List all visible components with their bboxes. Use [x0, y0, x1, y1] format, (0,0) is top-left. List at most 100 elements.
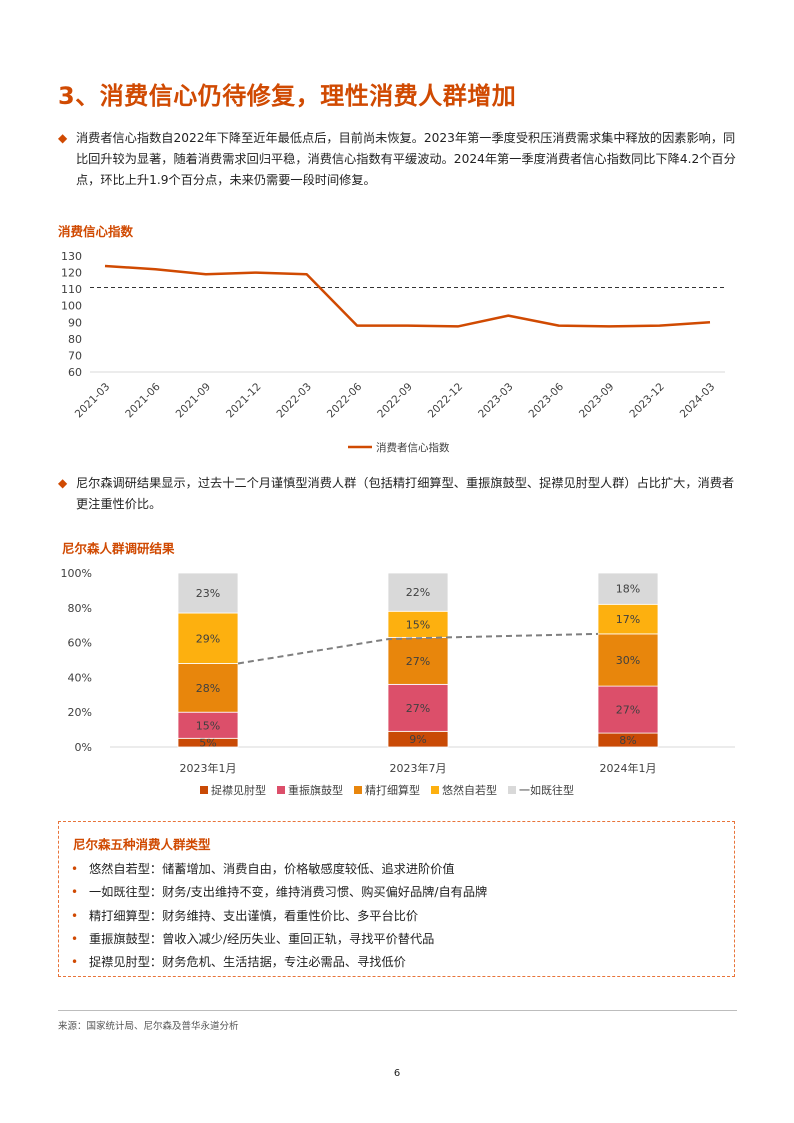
bar-segment: [387, 683, 449, 732]
bar-segment: [597, 685, 659, 734]
paragraph-nielsen: ◆ 尼尔森调研结果显示，过去十二个月谨慎型消费人群（包括精打细算型、重振旗鼓型、…: [58, 473, 740, 515]
x-tick-label: 2023年1月: [180, 761, 237, 775]
list-item-text: 精打细算型：财务维持、支出谨慎，看重性价比、多平台比价: [89, 908, 419, 923]
paragraph-confidence: ◆ 消费者信心指数自2022年下降至近年最低点后，目前尚未恢复。2023年第一季…: [58, 128, 740, 191]
data-label: 27%: [406, 655, 430, 668]
data-label: 8%: [619, 734, 636, 747]
page-title: 3、消费信心仍待修复，理性消费人群增加: [58, 82, 517, 110]
bullet-dot-icon: •: [71, 862, 79, 876]
list-item: • 捉襟见肘型：财务危机、生活拮据，专注必需品、寻找低价: [71, 951, 487, 974]
legend-swatch: [354, 786, 362, 794]
y-tick-label: 80%: [68, 602, 92, 615]
data-label: 29%: [196, 632, 220, 645]
y-tick-label: 0%: [75, 741, 92, 754]
trend-dashed-line: [237, 632, 599, 665]
paragraph-confidence-text: 消费者信心指数自2022年下降至近年最低点后，目前尚未恢复。2023年第一季度受…: [76, 131, 736, 187]
bar-segment: [387, 610, 449, 638]
data-label: 28%: [196, 682, 220, 695]
bar-segment: [177, 572, 239, 614]
bar-segment: [177, 711, 239, 739]
x-tick-label: 2021-09: [174, 381, 214, 421]
consumer-types-list: • 悠然自若型：储蓄增加、消费自由，价格敏感度较低、追求进阶价值 • 一如既往型：财…: [71, 858, 487, 974]
list-item-text: 捉襟见肘型：财务危机、生活拮据，专注必需品、寻找低价: [89, 955, 406, 970]
data-label: 30%: [616, 654, 640, 667]
bullet-dot-icon: •: [71, 955, 79, 970]
x-tick-label: 2021-06: [123, 381, 163, 421]
y-tick-label: 130: [61, 250, 82, 263]
bar-segment: [177, 663, 239, 713]
y-tick-label: 60: [68, 366, 82, 379]
legend-label: 消费者信心指数: [376, 441, 450, 454]
list-item-text: 重振旗鼓型：曾收入减少/经历失业、重回正轨，寻找平价替代品: [89, 931, 435, 946]
y-tick-label: 110: [61, 283, 82, 296]
list-item: • 悠然自若型：储蓄增加、消费自由，价格敏感度较低、追求进阶价值: [71, 858, 487, 881]
page-number: 6: [393, 1068, 401, 1079]
x-tick-label: 2022-06: [325, 381, 365, 421]
x-tick-label: 2024年1月: [600, 761, 657, 775]
x-tick-label: 2023-06: [527, 381, 567, 421]
data-label: 27%: [616, 704, 640, 717]
source-note: 来源：国家统计局、尼尔森及普华永道分析: [58, 1021, 239, 1032]
y-tick-label: 100%: [61, 567, 92, 580]
y-tick-label: 60%: [68, 637, 92, 650]
confidence-line-chart: 60 70 80 90 100 110 120 130 2021-03 2021-06 2021-0…: [61, 250, 725, 454]
legend-swatch: [431, 786, 439, 794]
bullet-dot-icon: •: [71, 908, 79, 923]
consumer-types-box: 尼尔森五种消费人群类型 • 悠然自若型：储蓄增加、消费自由，价格敏感度较低、追求进…: [58, 821, 735, 977]
line-chart-title: 消费信心指数: [58, 224, 134, 239]
x-tick-label: 2022-09: [375, 381, 415, 421]
footer-divider: [58, 1010, 737, 1011]
bar-segment: [597, 633, 659, 687]
data-label: 23%: [196, 587, 220, 600]
data-label: 9%: [409, 733, 426, 746]
x-tick-label: 2023-09: [577, 381, 617, 421]
y-tick-label: 80: [68, 333, 82, 346]
list-item-text: 一如既往型：财务/支出维持不变，维持消费习惯、购买偏好品牌/自有品牌: [89, 885, 488, 900]
list-item: • 重振旗鼓型：曾收入减少/经历失业、重回正轨，寻找平价替代品: [71, 928, 487, 951]
y-tick-label: 120: [61, 267, 82, 280]
y-tick-label: 70: [68, 349, 82, 362]
legend-label: 一如既往型: [519, 783, 574, 797]
list-item: • 精打细算型：财务维持、支出谨慎，看重性价比、多平台比价: [71, 905, 487, 928]
bar-segment: [177, 612, 239, 664]
legend-label: 精打细算型: [365, 783, 420, 797]
legend-swatch: [508, 786, 516, 794]
y-tick-label: 40%: [68, 671, 92, 684]
x-tick-label: 2023-12: [627, 381, 667, 421]
x-tick-label: 2023-03: [476, 381, 516, 421]
series-line-consumer-confidence: [104, 264, 711, 328]
paragraph-nielsen-text: 尼尔森调研结果显示，过去十二个月谨慎型消费人群（包括精打细算型、重振旗鼓型、捉襟…: [76, 476, 735, 511]
legend-label: 悠然自若型: [442, 783, 497, 797]
nielsen-stacked-bar-chart: 0% 20% 40% 60% 80% 100% 5% 15% 28% 29% 23% 2023年1月 9…: [61, 567, 735, 797]
x-tick-label: 2023年7月: [390, 761, 447, 775]
x-tick-label: 2022-12: [426, 381, 466, 421]
x-tick-label: 2024-03: [678, 381, 718, 421]
box-title: 尼尔森五种消费人群类型: [73, 837, 211, 852]
y-tick-label: 20%: [68, 706, 92, 719]
legend-swatch: [277, 786, 285, 794]
data-label: 27%: [406, 702, 430, 715]
y-tick-label: 90: [68, 316, 82, 329]
x-tick-label: 2021-12: [224, 381, 264, 421]
diamond-bullet-icon: ◆: [58, 476, 68, 490]
bar-segment: [387, 636, 449, 685]
bullet-dot-icon: •: [71, 931, 79, 946]
data-label: 22%: [406, 586, 430, 599]
legend-swatch: [200, 786, 208, 794]
legend-label: 重振旗鼓型: [288, 783, 343, 797]
y-tick-label: 100: [61, 300, 82, 313]
data-label: 15%: [196, 719, 220, 732]
x-tick-label: 2021-03: [73, 381, 113, 421]
bullet-dot-icon: •: [71, 885, 79, 900]
list-item: • 一如既往型：财务/支出维持不变，维持消费习惯、购买偏好品牌/自有品牌: [71, 881, 487, 904]
data-label: 15%: [406, 618, 430, 631]
data-label: 17%: [616, 613, 640, 626]
data-label: 18%: [616, 583, 640, 596]
bar-segment: [597, 572, 659, 605]
list-item-text: 悠然自若型：储蓄增加、消费自由，价格敏感度较低、追求进阶价值: [89, 862, 455, 876]
bar-segment: [387, 572, 449, 612]
data-label: 5%: [199, 737, 216, 750]
legend-label: 捉襟见肘型: [211, 783, 266, 797]
bar-chart-title: 尼尔森人群调研结果: [62, 541, 175, 556]
diamond-bullet-icon: ◆: [58, 131, 68, 145]
